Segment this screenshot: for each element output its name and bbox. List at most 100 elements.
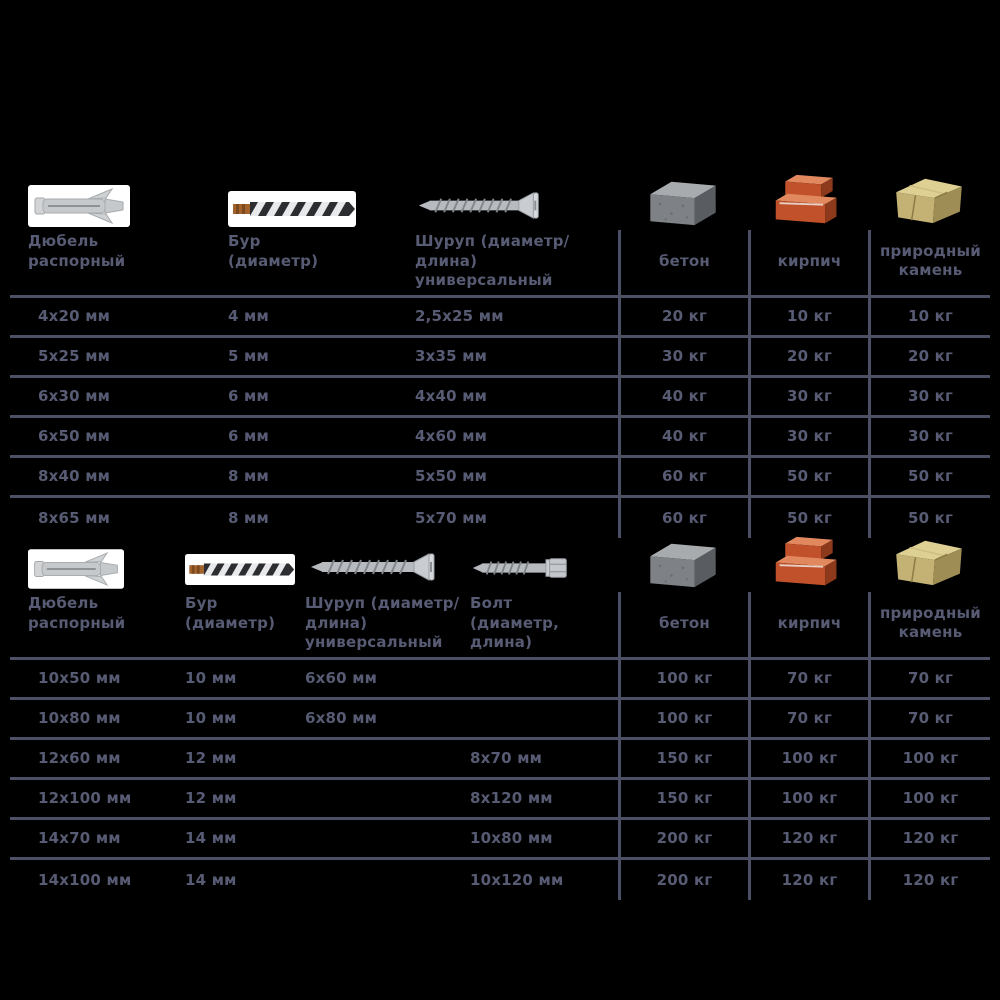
size-value-cell <box>460 660 618 697</box>
size-value-cell: 5х70 мм <box>415 508 488 527</box>
size-value-cell: 10х80 мм <box>470 829 553 847</box>
size-value-cell: 10 мм <box>185 669 237 687</box>
size-value-cell: 10х120 мм <box>470 870 564 889</box>
size-value-cell: 4х60 мм <box>415 427 488 445</box>
load-value-cell: 30 кг <box>748 417 868 455</box>
column-label-dowel: Дюбель распорный <box>28 594 126 632</box>
load-value-cell: 20 кг <box>618 297 748 335</box>
size-value-cell: 10 мм <box>185 709 237 727</box>
size-value-cell: 12 мм <box>185 749 237 767</box>
table-heavy-dowels: Дюбель распорный Бур (диаметр) Шуруп (ди… <box>10 540 990 900</box>
size-value-cell: 5 мм <box>228 347 269 365</box>
concrete-block-icon <box>645 539 721 589</box>
load-value-cell: 70 кг <box>868 699 990 737</box>
table-row: 10х50 мм 10 мм 6х60 мм 100 кг 70 кг 70 кг <box>10 659 990 700</box>
dowel-image <box>28 549 124 589</box>
size-value-cell: 6х50 мм <box>38 427 111 445</box>
load-value-cell: 120 кг <box>868 859 990 900</box>
table-row: 6х50 мм 6 мм 4х60 мм 40 кг 30 кг 30 кг <box>10 417 990 458</box>
load-value-cell: 100 кг <box>618 699 748 737</box>
brick-icon <box>769 172 847 227</box>
column-label-concrete: бетон <box>658 613 710 632</box>
size-value-cell: 12х60 мм <box>38 749 121 767</box>
size-value-cell: 14 мм <box>185 870 237 889</box>
size-value-cell: 8 мм <box>228 467 269 485</box>
load-value-cell: 100 кг <box>618 659 748 697</box>
size-value-cell <box>295 860 460 900</box>
column-label-screw: Шуруп (диаметр/длина) универсальный <box>305 594 460 651</box>
column-label-drill: Бур (диаметр) <box>185 594 276 632</box>
size-value-cell: 14 мм <box>185 829 237 847</box>
drill-bit-image <box>228 191 356 227</box>
size-value-cell: 4х20 мм <box>38 307 111 325</box>
column-label-brick: кирпич <box>777 613 842 632</box>
size-value-cell: 8х65 мм <box>38 508 111 527</box>
size-value-cell: 5х50 мм <box>415 467 488 485</box>
column-label-concrete: бетон <box>658 251 710 270</box>
load-value-cell: 20 кг <box>748 337 868 375</box>
load-value-cell: 100 кг <box>868 739 990 777</box>
table-row: 14х70 мм 14 мм 10х80 мм 200 кг 120 кг 120 кг <box>10 819 990 860</box>
table1-header-row: Дюбель распорный Бур (диаметр) Шуруп (ди… <box>10 230 990 298</box>
table2-body: 10х50 мм 10 мм 6х60 мм 100 кг 70 кг 70 кг 10х8… <box>10 659 990 900</box>
size-value-cell: 12 мм <box>185 789 237 807</box>
load-value-cell: 30 кг <box>618 337 748 375</box>
load-value-cell: 40 кг <box>618 417 748 455</box>
size-value-cell: 8х70 мм <box>470 749 543 767</box>
concrete-block-icon <box>645 177 721 227</box>
load-value-cell: 70 кг <box>748 699 868 737</box>
size-value-cell <box>460 700 618 737</box>
load-value-cell: 70 кг <box>868 659 990 697</box>
load-value-cell: 10 кг <box>748 297 868 335</box>
size-value-cell: 10х80 мм <box>38 709 121 727</box>
table-row: 8х65 мм 8 мм 5х70 мм 60 кг 50 кг 50 кг <box>10 497 990 538</box>
load-value-cell: 100 кг <box>748 739 868 777</box>
universal-screw-image <box>305 550 443 584</box>
load-value-cell: 150 кг <box>618 739 748 777</box>
size-value-cell: 4х40 мм <box>415 387 488 405</box>
load-value-cell: 200 кг <box>618 859 748 900</box>
size-value-cell: 14х70 мм <box>38 829 121 847</box>
column-label-stone: природный камень <box>879 241 981 280</box>
load-value-cell: 40 кг <box>618 377 748 415</box>
size-value-cell: 6х60 мм <box>305 669 378 687</box>
table1-icons-row <box>10 178 990 230</box>
table-row: 4х20 мм 4 мм 2,5х25 мм 20 кг 10 кг 10 кг <box>10 297 990 338</box>
size-value-cell <box>295 740 460 777</box>
load-value-cell: 150 кг <box>618 779 748 817</box>
column-label-dowel: Дюбель распорный <box>28 232 126 270</box>
column-label-drill: Бур (диаметр) <box>228 232 319 270</box>
load-value-cell: 60 кг <box>618 457 748 495</box>
load-value-cell: 100 кг <box>868 779 990 817</box>
load-value-cell: 50 кг <box>748 457 868 495</box>
table-row: 12х100 мм 12 мм 8х120 мм 150 кг 100 кг 100 кг <box>10 779 990 820</box>
table1-body: 4х20 мм 4 мм 2,5х25 мм 20 кг 10 кг 10 кг 5х25 … <box>10 297 990 538</box>
load-value-cell: 60 кг <box>618 497 748 538</box>
load-value-cell: 70 кг <box>748 659 868 697</box>
size-value-cell: 4 мм <box>228 307 269 325</box>
size-value-cell: 8х40 мм <box>38 467 111 485</box>
load-value-cell: 30 кг <box>868 377 990 415</box>
load-value-cell: 120 кг <box>868 819 990 857</box>
size-value-cell: 6 мм <box>228 387 269 405</box>
table-row: 14х100 мм 14 мм 10х120 мм 200 кг 120 кг 120 к… <box>10 859 990 900</box>
lag-bolt-image <box>470 553 570 583</box>
load-value-cell: 120 кг <box>748 859 868 900</box>
load-value-cell: 30 кг <box>868 417 990 455</box>
load-value-cell: 10 кг <box>868 297 990 335</box>
size-value-cell: 3х35 мм <box>415 347 488 365</box>
column-label-brick: кирпич <box>777 251 842 270</box>
size-value-cell: 8х120 мм <box>470 789 553 807</box>
load-value-cell: 20 кг <box>868 337 990 375</box>
load-value-cell: 50 кг <box>748 497 868 538</box>
column-label-bolt: Болт (диаметр, длина) <box>470 594 559 651</box>
size-value-cell: 5х25 мм <box>38 347 111 365</box>
size-value-cell <box>295 780 460 817</box>
column-label-stone: природный камень <box>879 603 981 642</box>
size-value-cell: 6х80 мм <box>305 709 378 727</box>
natural-stone-icon <box>891 535 967 589</box>
size-value-cell: 6х30 мм <box>38 387 111 405</box>
dowel-image <box>28 185 130 227</box>
load-value-cell: 30 кг <box>748 377 868 415</box>
